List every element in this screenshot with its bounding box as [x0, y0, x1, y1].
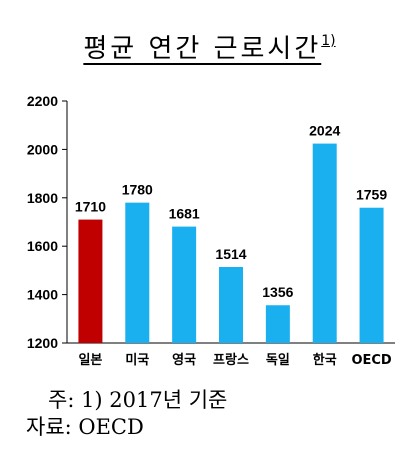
- y-tick-label: 2200: [27, 93, 58, 109]
- bar: [312, 143, 337, 343]
- y-tick-label: 1600: [27, 238, 58, 254]
- y-tick-label: 1200: [27, 335, 58, 351]
- y-tick-label: 1400: [27, 287, 58, 303]
- bar-value-label: 2024: [309, 123, 340, 139]
- bar: [359, 207, 384, 343]
- x-tick-label: 영국: [172, 353, 196, 368]
- y-tick-label: 2000: [27, 141, 58, 157]
- x-tick-label: 일본: [78, 353, 102, 368]
- footnote: 주: 1) 2017년 기준: [48, 388, 228, 412]
- chart-title-footnote-mark: 1): [321, 33, 336, 49]
- chart-title: 평균 연간 근로시간1): [0, 28, 419, 65]
- bar: [125, 202, 150, 343]
- bar-value-label: 1356: [262, 284, 293, 300]
- bar: [219, 267, 243, 343]
- bar-chart: 1200 1400 1600 1800 2000 2200 1710 일본 1780 미국 1681…: [27, 93, 395, 368]
- y-tick-label: 1800: [27, 190, 58, 206]
- bar: [78, 219, 103, 343]
- chart-title-text: 평균 연간 근로시간: [83, 34, 322, 64]
- bar: [172, 226, 197, 343]
- x-tick-label: 프랑스: [213, 353, 249, 368]
- bar: [265, 305, 290, 343]
- x-tick-label: 한국: [313, 352, 337, 368]
- bar-value-label: 1780: [122, 182, 153, 198]
- bar-value-label: 1759: [356, 187, 387, 203]
- x-tick-label: 미국: [125, 352, 149, 368]
- x-tick-label: 독일: [266, 353, 290, 368]
- bar-value-label: 1710: [75, 199, 106, 215]
- x-tick-label: OECD: [351, 353, 391, 368]
- bar-value-label: 1681: [169, 206, 200, 222]
- source-note: 자료: OECD: [26, 415, 144, 439]
- bar-value-label: 1514: [215, 246, 246, 262]
